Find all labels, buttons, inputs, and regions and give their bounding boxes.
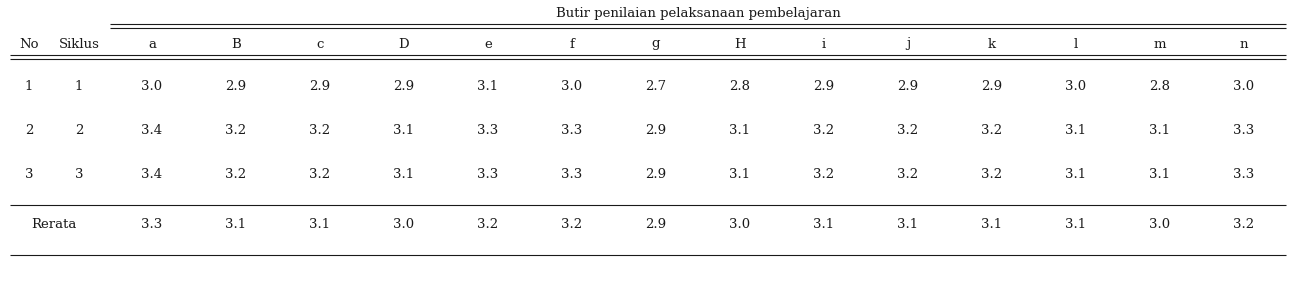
Text: Butir penilaian pelaksanaan pembelajaran: Butir penilaian pelaksanaan pembelajaran [556,8,840,21]
Text: 2: 2 [25,125,34,137]
Text: j: j [906,38,910,50]
Text: 3.2: 3.2 [897,168,919,181]
Text: 3.0: 3.0 [561,81,583,93]
Text: 3.1: 3.1 [394,168,415,181]
Text: 3.3: 3.3 [1234,125,1255,137]
Text: f: f [569,38,574,50]
Text: 2.8: 2.8 [730,81,750,93]
Text: 3.1: 3.1 [730,168,750,181]
Text: 3.1: 3.1 [1065,219,1086,231]
Text: e: e [485,38,492,50]
Text: 3.0: 3.0 [1234,81,1255,93]
Text: B: B [231,38,241,50]
Text: 2.9: 2.9 [645,219,666,231]
Text: 3.0: 3.0 [1150,219,1170,231]
Text: 3.2: 3.2 [897,125,919,137]
Text: 2.9: 2.9 [226,81,246,93]
Text: Siklus: Siklus [58,38,100,50]
Text: 3.1: 3.1 [310,219,330,231]
Text: 2.9: 2.9 [981,81,1003,93]
Text: Rerata: Rerata [31,219,76,231]
Text: 3.0: 3.0 [394,219,415,231]
Text: i: i [822,38,826,50]
Text: 3.4: 3.4 [141,125,162,137]
Text: 3.2: 3.2 [981,125,1003,137]
Text: k: k [988,38,997,50]
Text: 3.1: 3.1 [1150,168,1170,181]
Text: 3.3: 3.3 [477,125,499,137]
Text: 2.9: 2.9 [645,125,666,137]
Text: n: n [1240,38,1248,50]
Text: 1: 1 [25,81,34,93]
Text: 3.2: 3.2 [981,168,1003,181]
Text: 3.1: 3.1 [1150,125,1170,137]
Text: 3.1: 3.1 [814,219,835,231]
Text: g: g [652,38,660,50]
Text: H: H [735,38,745,50]
Text: 3.1: 3.1 [730,125,750,137]
Text: 3.3: 3.3 [561,125,583,137]
Text: 1: 1 [75,81,83,93]
Text: 2.9: 2.9 [394,81,415,93]
Text: 3.0: 3.0 [1065,81,1086,93]
Text: 3.0: 3.0 [141,81,162,93]
Text: 3: 3 [25,168,34,181]
Text: l: l [1074,38,1078,50]
Text: 2.9: 2.9 [897,81,919,93]
Text: 2.7: 2.7 [645,81,666,93]
Text: c: c [316,38,324,50]
Text: 3: 3 [75,168,83,181]
Text: 2.8: 2.8 [1150,81,1170,93]
Text: 3.3: 3.3 [561,168,583,181]
Text: 3.1: 3.1 [981,219,1003,231]
Text: 3.2: 3.2 [310,168,330,181]
Text: 3.1: 3.1 [394,125,415,137]
Text: 3.2: 3.2 [310,125,330,137]
Text: m: m [1153,38,1166,50]
Text: 3.2: 3.2 [226,125,246,137]
Text: 3.1: 3.1 [1065,168,1086,181]
Text: 3.2: 3.2 [561,219,583,231]
Text: 3.0: 3.0 [730,219,750,231]
Text: 3.2: 3.2 [477,219,499,231]
Text: 3.2: 3.2 [226,168,246,181]
Text: 2: 2 [75,125,83,137]
Text: 3.2: 3.2 [1234,219,1255,231]
Text: 3.4: 3.4 [141,168,162,181]
Text: 3.1: 3.1 [226,219,246,231]
Text: 3.2: 3.2 [814,168,835,181]
Text: a: a [148,38,156,50]
Text: No: No [19,38,39,50]
Text: 3.1: 3.1 [897,219,919,231]
Text: 2.9: 2.9 [814,81,835,93]
Text: 3.2: 3.2 [814,125,835,137]
Text: 3.3: 3.3 [477,168,499,181]
Text: 2.9: 2.9 [645,168,666,181]
Text: 3.3: 3.3 [1234,168,1255,181]
Text: 3.1: 3.1 [1065,125,1086,137]
Text: 3.3: 3.3 [141,219,162,231]
Text: 3.1: 3.1 [477,81,499,93]
Text: 2.9: 2.9 [310,81,330,93]
Text: D: D [399,38,410,50]
